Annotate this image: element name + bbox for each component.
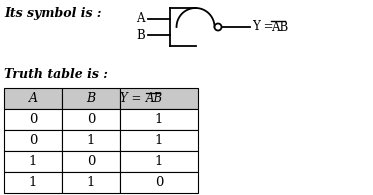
Text: Y =: Y = (120, 92, 145, 105)
FancyBboxPatch shape (62, 172, 120, 193)
Text: 1: 1 (155, 134, 163, 147)
Text: 0: 0 (87, 155, 95, 168)
FancyBboxPatch shape (62, 151, 120, 172)
Text: B: B (87, 92, 95, 105)
Text: 1: 1 (29, 176, 37, 189)
Text: A: A (28, 92, 38, 105)
Text: AB: AB (146, 92, 163, 105)
Text: 0: 0 (155, 176, 163, 189)
Text: 1: 1 (155, 113, 163, 126)
Text: 1: 1 (87, 176, 95, 189)
Circle shape (214, 24, 222, 30)
FancyBboxPatch shape (62, 88, 120, 109)
Text: Y =: Y = (253, 20, 278, 34)
Text: 1: 1 (87, 134, 95, 147)
FancyBboxPatch shape (62, 109, 120, 130)
FancyBboxPatch shape (4, 88, 62, 109)
Text: B: B (136, 29, 145, 42)
FancyBboxPatch shape (4, 130, 62, 151)
FancyBboxPatch shape (4, 151, 62, 172)
FancyBboxPatch shape (62, 130, 120, 151)
Text: 0: 0 (87, 113, 95, 126)
Text: A: A (137, 12, 145, 25)
Text: 0: 0 (29, 113, 37, 126)
FancyBboxPatch shape (120, 109, 198, 130)
FancyBboxPatch shape (120, 172, 198, 193)
FancyBboxPatch shape (120, 151, 198, 172)
FancyBboxPatch shape (120, 88, 198, 109)
Text: 1: 1 (29, 155, 37, 168)
Text: 1: 1 (155, 155, 163, 168)
Text: AB: AB (272, 21, 289, 34)
FancyBboxPatch shape (4, 109, 62, 130)
FancyBboxPatch shape (120, 130, 198, 151)
Text: 0: 0 (29, 134, 37, 147)
FancyBboxPatch shape (4, 172, 62, 193)
Text: Its symbol is :: Its symbol is : (4, 7, 101, 20)
Text: Truth table is :: Truth table is : (4, 67, 108, 81)
